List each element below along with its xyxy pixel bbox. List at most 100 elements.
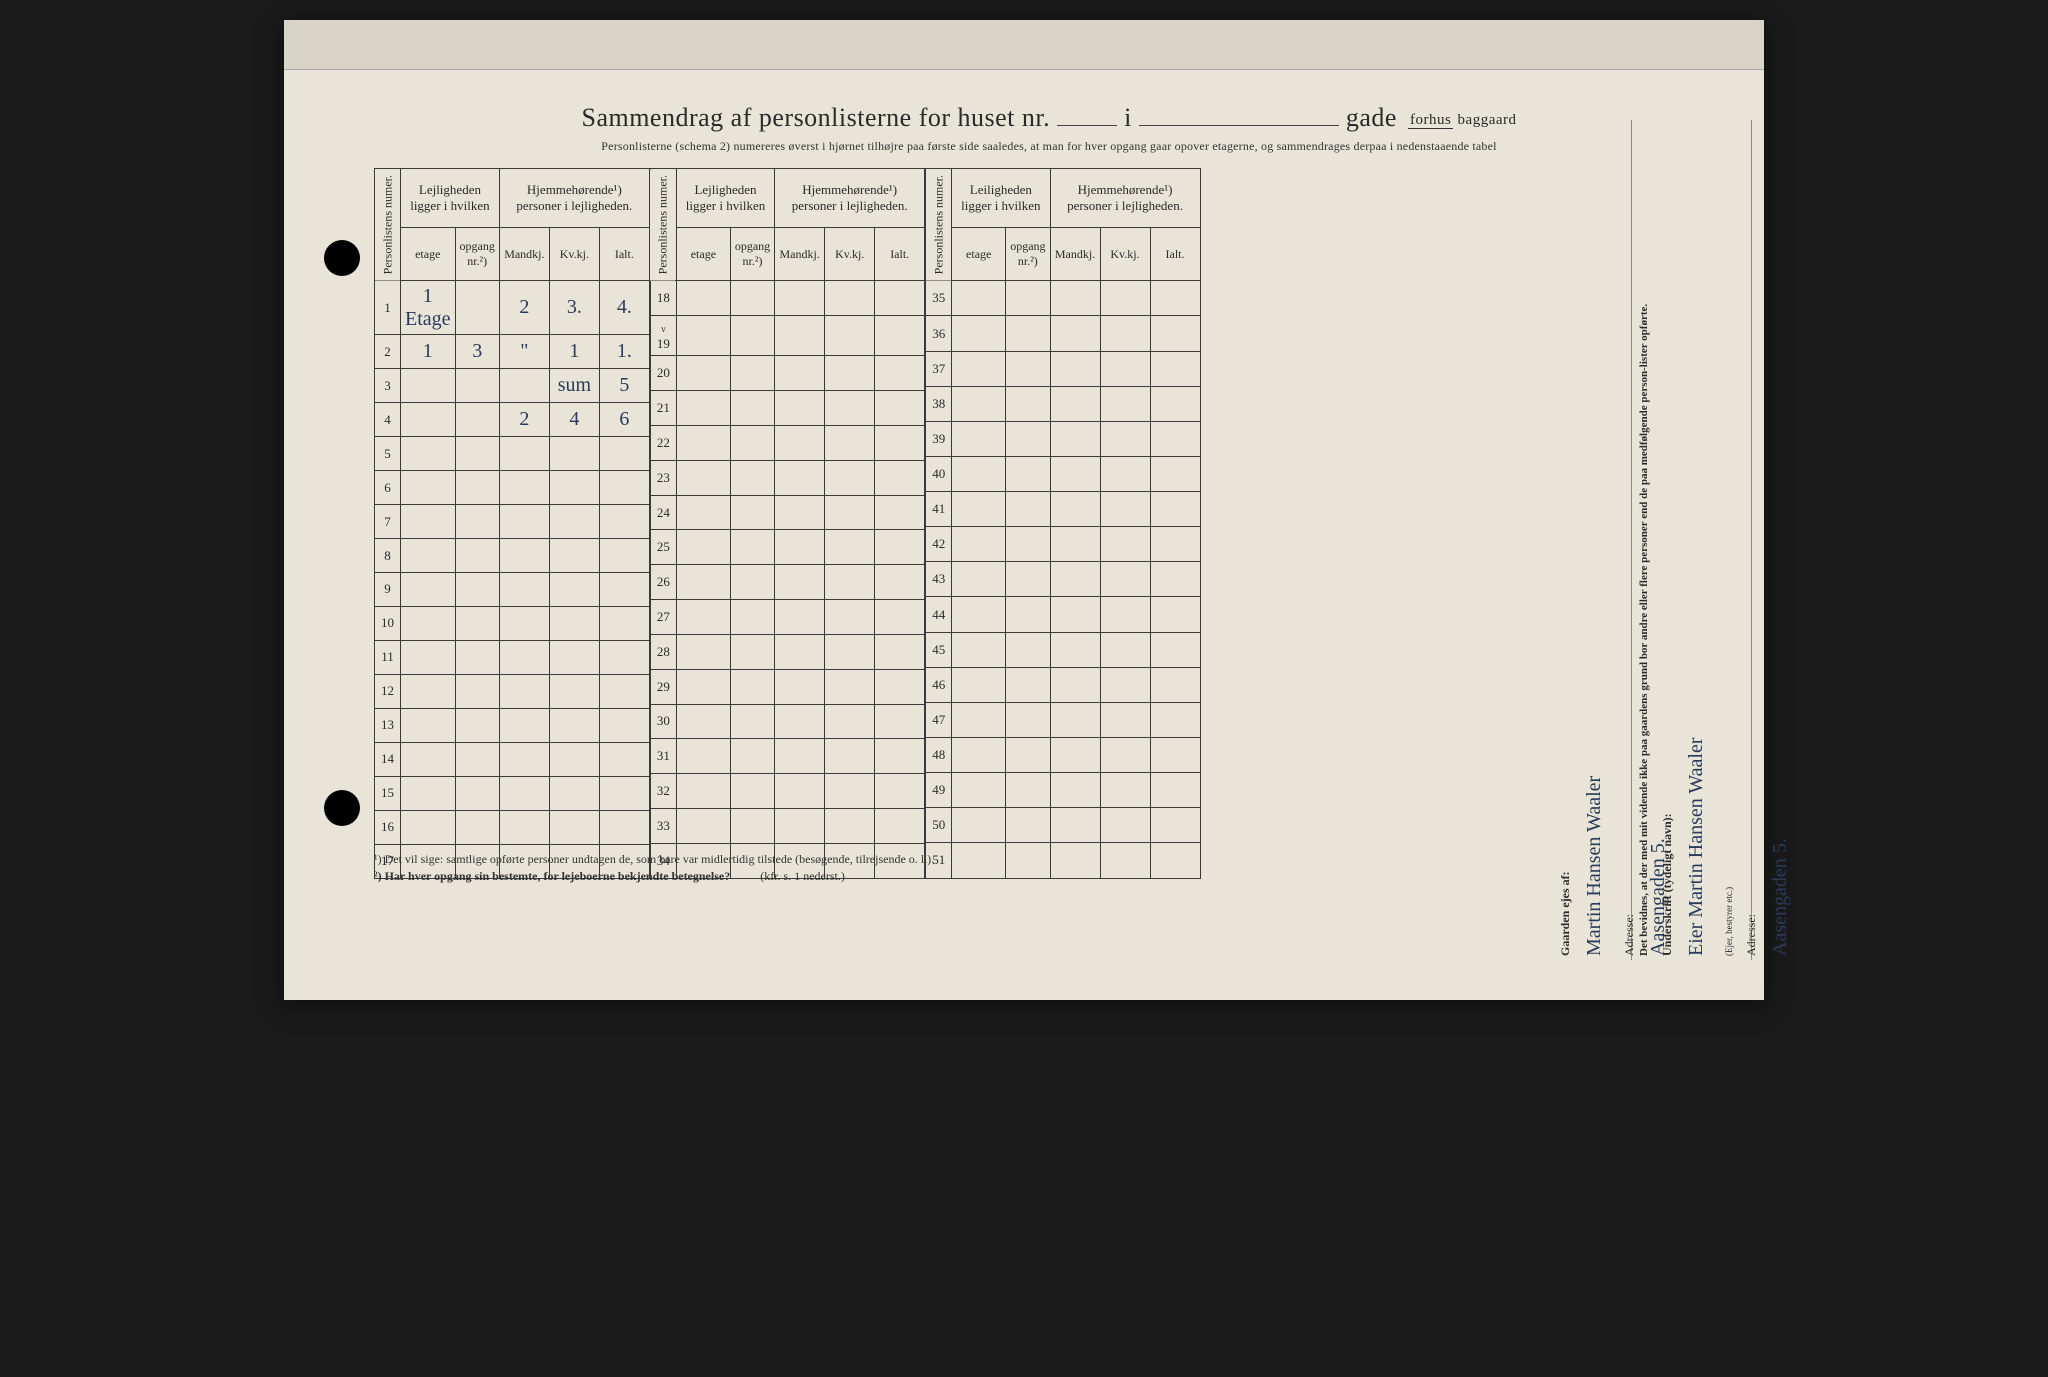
cell-kvkj	[825, 600, 875, 635]
cell-mandkj	[775, 808, 825, 843]
cell-opgang	[1006, 421, 1050, 456]
cell-ialt	[875, 739, 925, 774]
cell-ialt	[599, 640, 649, 674]
cell-kvkj	[549, 742, 599, 776]
cell-ialt	[599, 573, 649, 607]
table-row: 24	[650, 495, 924, 530]
th-opgang: opgang nr.²)	[455, 228, 499, 281]
cell-mandkj	[1050, 562, 1100, 597]
cell-row-number: 44	[926, 597, 952, 632]
cell-mandkj	[499, 573, 549, 607]
census-table-block-3: Personlistens numer. Leiligheden ligger …	[925, 168, 1200, 879]
cell-kvkj	[825, 774, 875, 809]
cell-ialt	[875, 530, 925, 565]
table-row: 4 2 4 6	[375, 403, 650, 437]
cell-opgang	[455, 281, 499, 335]
th-etage: etage	[952, 228, 1006, 281]
cell-etage	[401, 742, 456, 776]
table-row: 47	[926, 702, 1200, 737]
cell-ialt	[875, 495, 925, 530]
cell-ialt	[1150, 702, 1200, 737]
cell-opgang	[1006, 843, 1050, 878]
cell-etage	[401, 471, 456, 505]
cell-opgang	[730, 495, 774, 530]
cell-opgang	[455, 810, 499, 844]
cell-row-number: 36	[926, 316, 952, 351]
cell-ialt	[1150, 597, 1200, 632]
cell-kvkj	[825, 495, 875, 530]
th-mandkj: Mandkj.	[1050, 228, 1100, 281]
table-row: 41	[926, 492, 1200, 527]
cell-row-number: 8	[375, 539, 401, 573]
cell-kvkj	[825, 704, 875, 739]
cell-row-number: 26	[650, 565, 676, 600]
cell-ialt	[875, 391, 925, 426]
bevidnes-text: Det bevidnes, at der med mit vidende ikk…	[1638, 124, 1650, 956]
cell-etage	[401, 640, 456, 674]
table-row: 8	[375, 539, 650, 573]
cell-ialt	[599, 539, 649, 573]
cell-kvkj	[1100, 351, 1150, 386]
table-row: 21	[650, 391, 924, 426]
punch-hole	[324, 790, 360, 826]
cell-opgang	[1006, 597, 1050, 632]
blank-house-nr	[1057, 100, 1117, 126]
table-row: 32	[650, 774, 924, 809]
th-ialt: Ialt.	[875, 228, 925, 281]
table-row: 28	[650, 634, 924, 669]
cell-ialt	[599, 505, 649, 539]
cell-kvkj	[1100, 737, 1150, 772]
title-text-c: gade	[1346, 103, 1397, 132]
cell-etage	[676, 530, 730, 565]
cell-kvkj	[825, 669, 875, 704]
cell-mandkj	[1050, 597, 1100, 632]
cell-etage	[952, 843, 1006, 878]
cell-row-number: 28	[650, 634, 676, 669]
table-row: 12	[375, 674, 650, 708]
cell-row-number: 23	[650, 460, 676, 495]
cell-etage	[952, 281, 1006, 316]
cell-opgang	[730, 808, 774, 843]
signer-role: Eier	[1685, 923, 1707, 956]
cell-etage	[952, 386, 1006, 421]
cell-etage	[952, 562, 1006, 597]
cell-ialt	[1150, 421, 1200, 456]
cell-mandkj	[1050, 386, 1100, 421]
cell-kvkj	[1100, 773, 1150, 808]
cell-ialt	[875, 669, 925, 704]
th-etage: etage	[676, 228, 730, 281]
cell-ialt	[875, 316, 925, 356]
owner-name: Martin Hansen Waaler	[1583, 124, 1606, 956]
table-row: 31	[650, 739, 924, 774]
cell-kvkj	[549, 539, 599, 573]
th-etage: etage	[401, 228, 456, 281]
cell-etage	[401, 810, 456, 844]
cell-mandkj	[1050, 421, 1100, 456]
cell-kvkj	[1100, 386, 1150, 421]
cell-row-number: 33	[650, 808, 676, 843]
table-row: 14	[375, 742, 650, 776]
table-row: 36	[926, 316, 1200, 351]
signer-note: (Ejer, bestyrer etc.)	[1724, 124, 1734, 956]
table-row: 51	[926, 843, 1200, 878]
cell-ialt: 1.	[599, 335, 649, 369]
cell-kvkj	[825, 634, 875, 669]
cell-mandkj	[1050, 702, 1100, 737]
cell-ialt	[1150, 808, 1200, 843]
cell-row-number: 49	[926, 773, 952, 808]
cell-mandkj	[1050, 773, 1100, 808]
cell-mandkj	[775, 281, 825, 316]
cell-kvkj	[825, 808, 875, 843]
th-kvkj: Kv.kj.	[549, 228, 599, 281]
cell-opgang	[1006, 316, 1050, 351]
cell-row-number: 9	[375, 573, 401, 607]
table-row: 16	[375, 810, 650, 844]
cell-mandkj	[775, 600, 825, 635]
adresse-label-2: Adresse:	[1744, 124, 1759, 956]
cell-etage	[952, 492, 1006, 527]
cell-etage	[676, 565, 730, 600]
cell-etage	[676, 495, 730, 530]
table-row: 30	[650, 704, 924, 739]
cell-ialt	[1150, 562, 1200, 597]
table-row: 10	[375, 606, 650, 640]
